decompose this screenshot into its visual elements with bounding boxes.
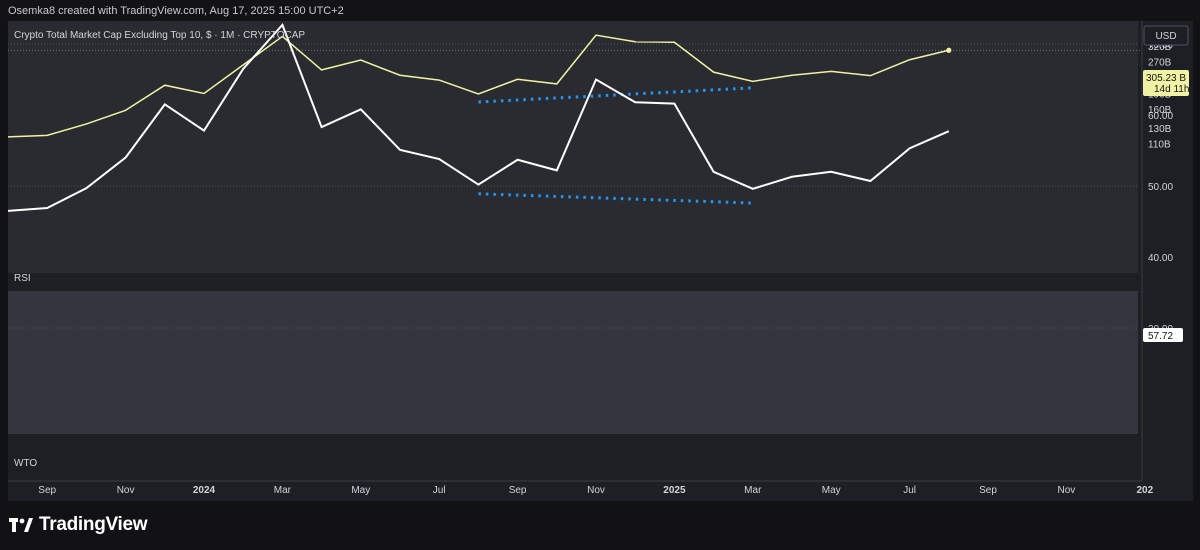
rsi-last-value-box xyxy=(1143,328,1183,342)
price-series-group xyxy=(8,34,952,138)
rsi-divergence-trendline[interactable] xyxy=(478,192,753,205)
time-tick-label: Mar xyxy=(274,485,292,496)
chart-canvas[interactable]: 320B270B230B190B160B130B110B 70.0060.005… xyxy=(8,21,1193,501)
rsi-grid xyxy=(8,43,1138,329)
chart-frame[interactable]: 320B270B230B190B160B130B110B 70.0060.005… xyxy=(8,21,1193,501)
rsi-pane-label: RSI xyxy=(14,273,31,284)
time-tick-label: May xyxy=(351,485,370,496)
attribution-bar: Osemka8 created with TradingView.com, Au… xyxy=(0,0,1200,22)
time-tick-label: Mar xyxy=(744,485,762,496)
tradingview-logo-icon xyxy=(9,518,33,532)
tradingview-logo[interactable]: TradingView xyxy=(9,514,148,536)
price-tick-label: 270B xyxy=(1148,57,1172,68)
price-divergence-trendline[interactable] xyxy=(478,86,753,104)
time-tick-label: Nov xyxy=(1058,485,1076,496)
price-point xyxy=(946,47,952,53)
currency-button-box[interactable] xyxy=(1143,25,1189,46)
time-tick-label: Sep xyxy=(38,485,56,496)
time-tick-label: 2024 xyxy=(193,485,216,496)
time-tick-label: Jul xyxy=(903,485,916,496)
chart-legend: Crypto Total Market Cap Excluding Top 10… xyxy=(14,30,305,41)
footer: TradingView xyxy=(0,501,1200,550)
time-tick-label: May xyxy=(822,485,841,496)
time-tick-label: 202 xyxy=(1136,485,1153,496)
time-tick-label: Sep xyxy=(979,485,997,496)
bottom-pane-label: WTO xyxy=(14,458,37,469)
price-tick-label: 160B xyxy=(1148,105,1172,116)
time-tick-label: Jul xyxy=(433,485,446,496)
rsi-tick-label: 40.00 xyxy=(1148,253,1173,264)
last-price-badge-box xyxy=(1143,70,1189,96)
time-tick-label: Nov xyxy=(587,485,605,496)
time-tick-label: 2025 xyxy=(663,485,686,496)
time-axis: Sep Nov 2024 Mar May Jul Sep Nov 2025 Mar May Jul Se… xyxy=(38,485,1153,496)
price-pane-background xyxy=(8,21,1138,273)
time-tick-label: Sep xyxy=(509,485,527,496)
currency-button[interactable]: USD xyxy=(1143,25,1189,46)
attribution-text: Osemka8 created with TradingView.com, Au… xyxy=(8,5,344,17)
price-tick-label: 110B xyxy=(1148,139,1171,150)
rsi-tick-label: 50.00 xyxy=(1148,182,1173,193)
rsi-band xyxy=(8,291,1138,434)
time-tick-label: Nov xyxy=(117,485,135,496)
price-axis: 320B270B230B190B160B130B110B xyxy=(1148,42,1172,150)
rsi-last-value: 57.72 xyxy=(1148,331,1173,342)
rsi-last-value-badge: 57.72 xyxy=(1143,328,1183,342)
rsi-tick-label: 60.00 xyxy=(1148,111,1173,122)
currency-button-label[interactable]: USD xyxy=(1155,31,1176,42)
tradingview-brand: TradingView xyxy=(39,514,148,535)
price-tick-label: 320B xyxy=(1148,42,1172,53)
countdown-value: 14d 11h xyxy=(1154,84,1189,95)
last-price-badge: 305.23 B 14d 11h xyxy=(1143,70,1189,96)
price-tick-label: 130B xyxy=(1148,124,1172,135)
last-price-value: 305.23 B xyxy=(1146,73,1186,84)
rsi-series-group xyxy=(8,22,950,212)
